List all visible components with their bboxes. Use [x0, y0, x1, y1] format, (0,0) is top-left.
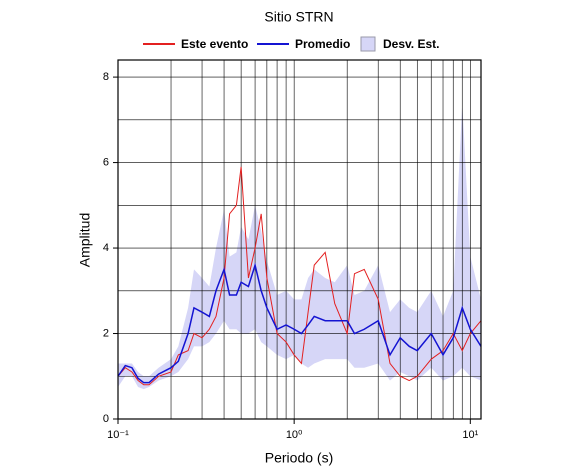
y-tick-label: 4 — [103, 242, 109, 254]
x-tick-label: 10¹ — [462, 429, 478, 441]
legend-swatch — [360, 36, 376, 52]
std-band — [118, 102, 481, 390]
y-tick-label: 6 — [103, 156, 109, 168]
legend-label: Promedio — [295, 37, 350, 51]
y-tick-label: 2 — [103, 327, 109, 339]
legend-label: Este evento — [181, 37, 248, 51]
chart-title: Sitio STRN — [264, 9, 333, 25]
series-line — [117, 262, 482, 384]
x-tick-label: 10⁻¹ — [107, 429, 129, 441]
legend-label: Desv. Est. — [383, 37, 439, 51]
x-axis-label: Periodo (s) — [265, 450, 333, 466]
y-tick-label: 0 — [103, 413, 109, 425]
plot-frame — [117, 59, 482, 420]
x-tick-label: 10⁰ — [286, 429, 303, 441]
series-line — [117, 166, 482, 386]
y-axis-label: Amplitud — [77, 213, 93, 267]
y-tick-label: 8 — [103, 71, 109, 83]
